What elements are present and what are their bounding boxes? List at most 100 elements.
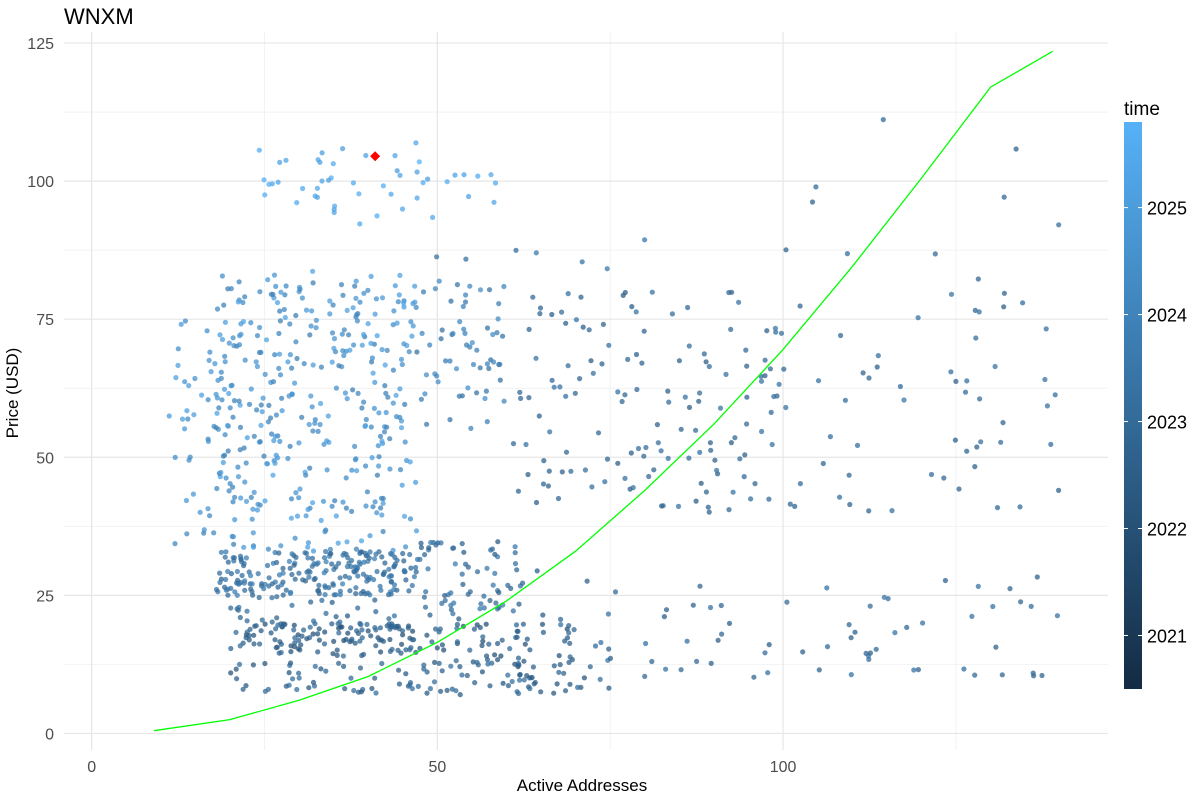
scatter-point <box>269 181 275 187</box>
scatter-point <box>184 408 190 414</box>
scatter-point <box>319 150 325 156</box>
scatter-point <box>566 623 572 629</box>
scatter-point <box>339 624 345 630</box>
scatter-point <box>371 405 377 411</box>
scatter-point <box>1007 586 1013 592</box>
scatter-point <box>242 587 248 593</box>
scatter-point <box>524 636 530 642</box>
scatter-point <box>423 372 429 378</box>
scatter-point <box>231 555 237 561</box>
scatter-point <box>362 423 368 429</box>
scatter-point <box>453 366 460 372</box>
scatter-point <box>236 581 242 587</box>
scatter-point <box>972 464 978 470</box>
scatter-point <box>666 399 672 405</box>
scatter-point <box>457 319 463 325</box>
y-tick-label: 0 <box>45 726 54 743</box>
scatter-point <box>272 460 278 466</box>
scatter-point <box>875 353 881 359</box>
scatter-point <box>391 563 397 569</box>
scatter-point <box>351 687 357 694</box>
scatter-point <box>307 332 313 338</box>
scatter-point <box>190 491 196 497</box>
scatter-point <box>387 636 393 643</box>
scatter-point <box>932 251 938 257</box>
scatter-point <box>973 335 979 341</box>
scatter-point <box>254 507 260 513</box>
scatter-point <box>399 641 405 647</box>
scatter-point <box>277 159 283 165</box>
scatter-point <box>411 574 417 580</box>
scatter-point <box>378 587 384 593</box>
scatter-point <box>288 643 294 649</box>
scatter-point <box>809 199 816 205</box>
scatter-point <box>630 485 636 491</box>
scatter-point <box>406 349 412 355</box>
scatter-point <box>485 661 491 667</box>
scatter-point <box>854 442 861 448</box>
scatter-point <box>742 452 748 458</box>
scatter-point <box>372 311 378 317</box>
scatter-point <box>274 594 280 600</box>
scatter-point <box>728 440 735 446</box>
scatter-point <box>413 569 419 575</box>
scatter-point <box>243 683 249 689</box>
scatter-point <box>474 622 480 628</box>
scatter-point <box>226 390 232 397</box>
scatter-point <box>271 438 277 444</box>
scatter-point <box>352 283 358 289</box>
scatter-point <box>288 589 294 596</box>
scatter-point <box>276 351 283 357</box>
scatter-point <box>492 551 498 557</box>
scatter-point <box>582 467 589 473</box>
scatter-point <box>264 461 271 467</box>
scatter-point <box>277 438 283 444</box>
scatter-point <box>634 386 640 393</box>
scatter-point <box>496 589 502 596</box>
scatter-point <box>240 299 246 306</box>
scatter-point <box>265 686 271 692</box>
scatter-point <box>214 395 220 401</box>
scatter-point <box>463 561 469 567</box>
scatter-point <box>481 593 487 599</box>
scatter-point <box>323 668 329 674</box>
scatter-point <box>358 622 364 628</box>
scatter-point <box>495 657 501 663</box>
scatter-point <box>708 447 714 453</box>
scatter-point <box>599 361 605 367</box>
scatter-point <box>464 672 470 679</box>
scatter-point <box>787 501 793 507</box>
scatter-point <box>701 351 707 357</box>
scatter-point <box>487 683 493 689</box>
scatter-point <box>454 639 460 645</box>
scatter-point <box>675 503 682 509</box>
scatter-point <box>314 185 320 191</box>
scatter-point <box>278 649 284 656</box>
scatter-point <box>166 413 172 419</box>
scatter-point <box>324 438 330 444</box>
scatter-point <box>512 544 518 550</box>
scatter-point <box>972 307 978 313</box>
scatter-point <box>348 638 354 644</box>
scatter-point <box>509 678 515 685</box>
scatter-point <box>401 300 407 306</box>
scatter-point <box>813 184 819 190</box>
scatter-point <box>427 612 433 618</box>
scatter-point <box>714 467 720 473</box>
scatter-point <box>510 441 517 447</box>
scatter-point <box>866 375 872 381</box>
scatter-point <box>527 675 533 681</box>
scatter-point <box>436 629 442 635</box>
scatter-point <box>439 642 445 648</box>
scatter-point <box>540 612 546 618</box>
scatter-point <box>228 383 234 389</box>
scatter-point <box>415 683 421 690</box>
scatter-point <box>329 503 335 509</box>
x-tick-label: 0 <box>87 759 96 776</box>
scatter-point <box>328 551 334 557</box>
scatter-point <box>515 660 521 667</box>
scatter-point <box>766 642 772 648</box>
scatter-point <box>305 544 311 550</box>
scatter-point <box>663 607 670 613</box>
scatter-point <box>414 195 420 201</box>
